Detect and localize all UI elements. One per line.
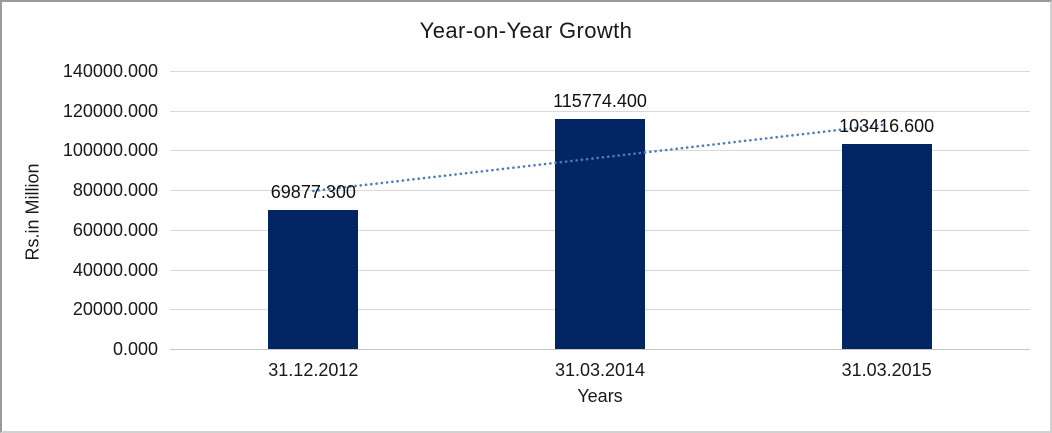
y-tick-label: 120000.000	[62, 100, 158, 121]
gridline	[170, 110, 1030, 112]
x-tick-label: 31.03.2015	[841, 360, 932, 380]
gridline	[170, 349, 1030, 350]
y-tick-label: 100000.000	[62, 140, 158, 161]
bar	[555, 119, 645, 349]
y-tick-label: 80000.000	[72, 180, 158, 201]
y-tick-label: 40000.000	[72, 259, 158, 280]
gridline	[170, 71, 1030, 72]
bar-value-label: 103416.600	[839, 115, 935, 136]
bar	[841, 143, 932, 349]
y-tick-label: 60000.000	[72, 219, 158, 240]
y-axis-title: Rs.in Million	[22, 163, 43, 261]
x-tick-label: 31.12.2012	[268, 360, 359, 380]
x-tick-label: 31.03.2014	[554, 360, 646, 380]
chart-title: Year-on-Year Growth	[419, 18, 633, 43]
bar-value-label: 115774.400	[553, 91, 647, 112]
plot-area: 69877.300 115774.400 103416.600	[170, 71, 1030, 350]
bar	[268, 210, 359, 349]
y-tick-label: 140000.000	[62, 61, 158, 81]
bar-value-label: 69877.300	[270, 182, 356, 203]
y-tick-label: 0.000	[112, 339, 158, 359]
x-axis-title: Years	[577, 386, 623, 406]
y-tick-label: 20000.000	[72, 299, 158, 320]
